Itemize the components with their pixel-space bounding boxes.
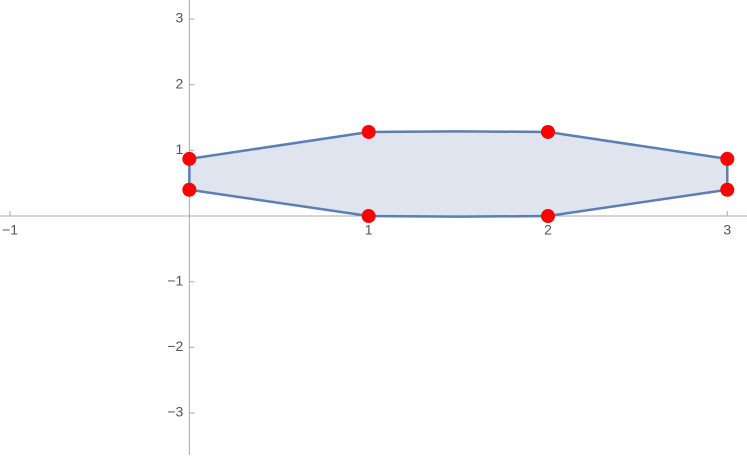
point: [182, 182, 197, 197]
x-tick-label: −1: [2, 222, 18, 238]
x-tick-label: 1: [365, 222, 373, 238]
point: [720, 182, 735, 197]
y-tick-label: 1: [176, 141, 184, 157]
y-tick-label: 3: [176, 10, 184, 26]
y-tick-label: −3: [167, 404, 183, 420]
y-tick-label: −1: [167, 272, 183, 288]
y-tick-label: −2: [167, 338, 183, 354]
point: [540, 209, 555, 224]
point: [720, 151, 735, 166]
point: [182, 151, 197, 166]
x-tick-label: 3: [723, 222, 731, 238]
x-tick-label: 2: [544, 222, 552, 238]
point: [361, 124, 376, 139]
point: [361, 209, 376, 224]
point: [540, 124, 555, 139]
region: [188, 130, 729, 218]
y-tick-label: 2: [176, 75, 184, 91]
